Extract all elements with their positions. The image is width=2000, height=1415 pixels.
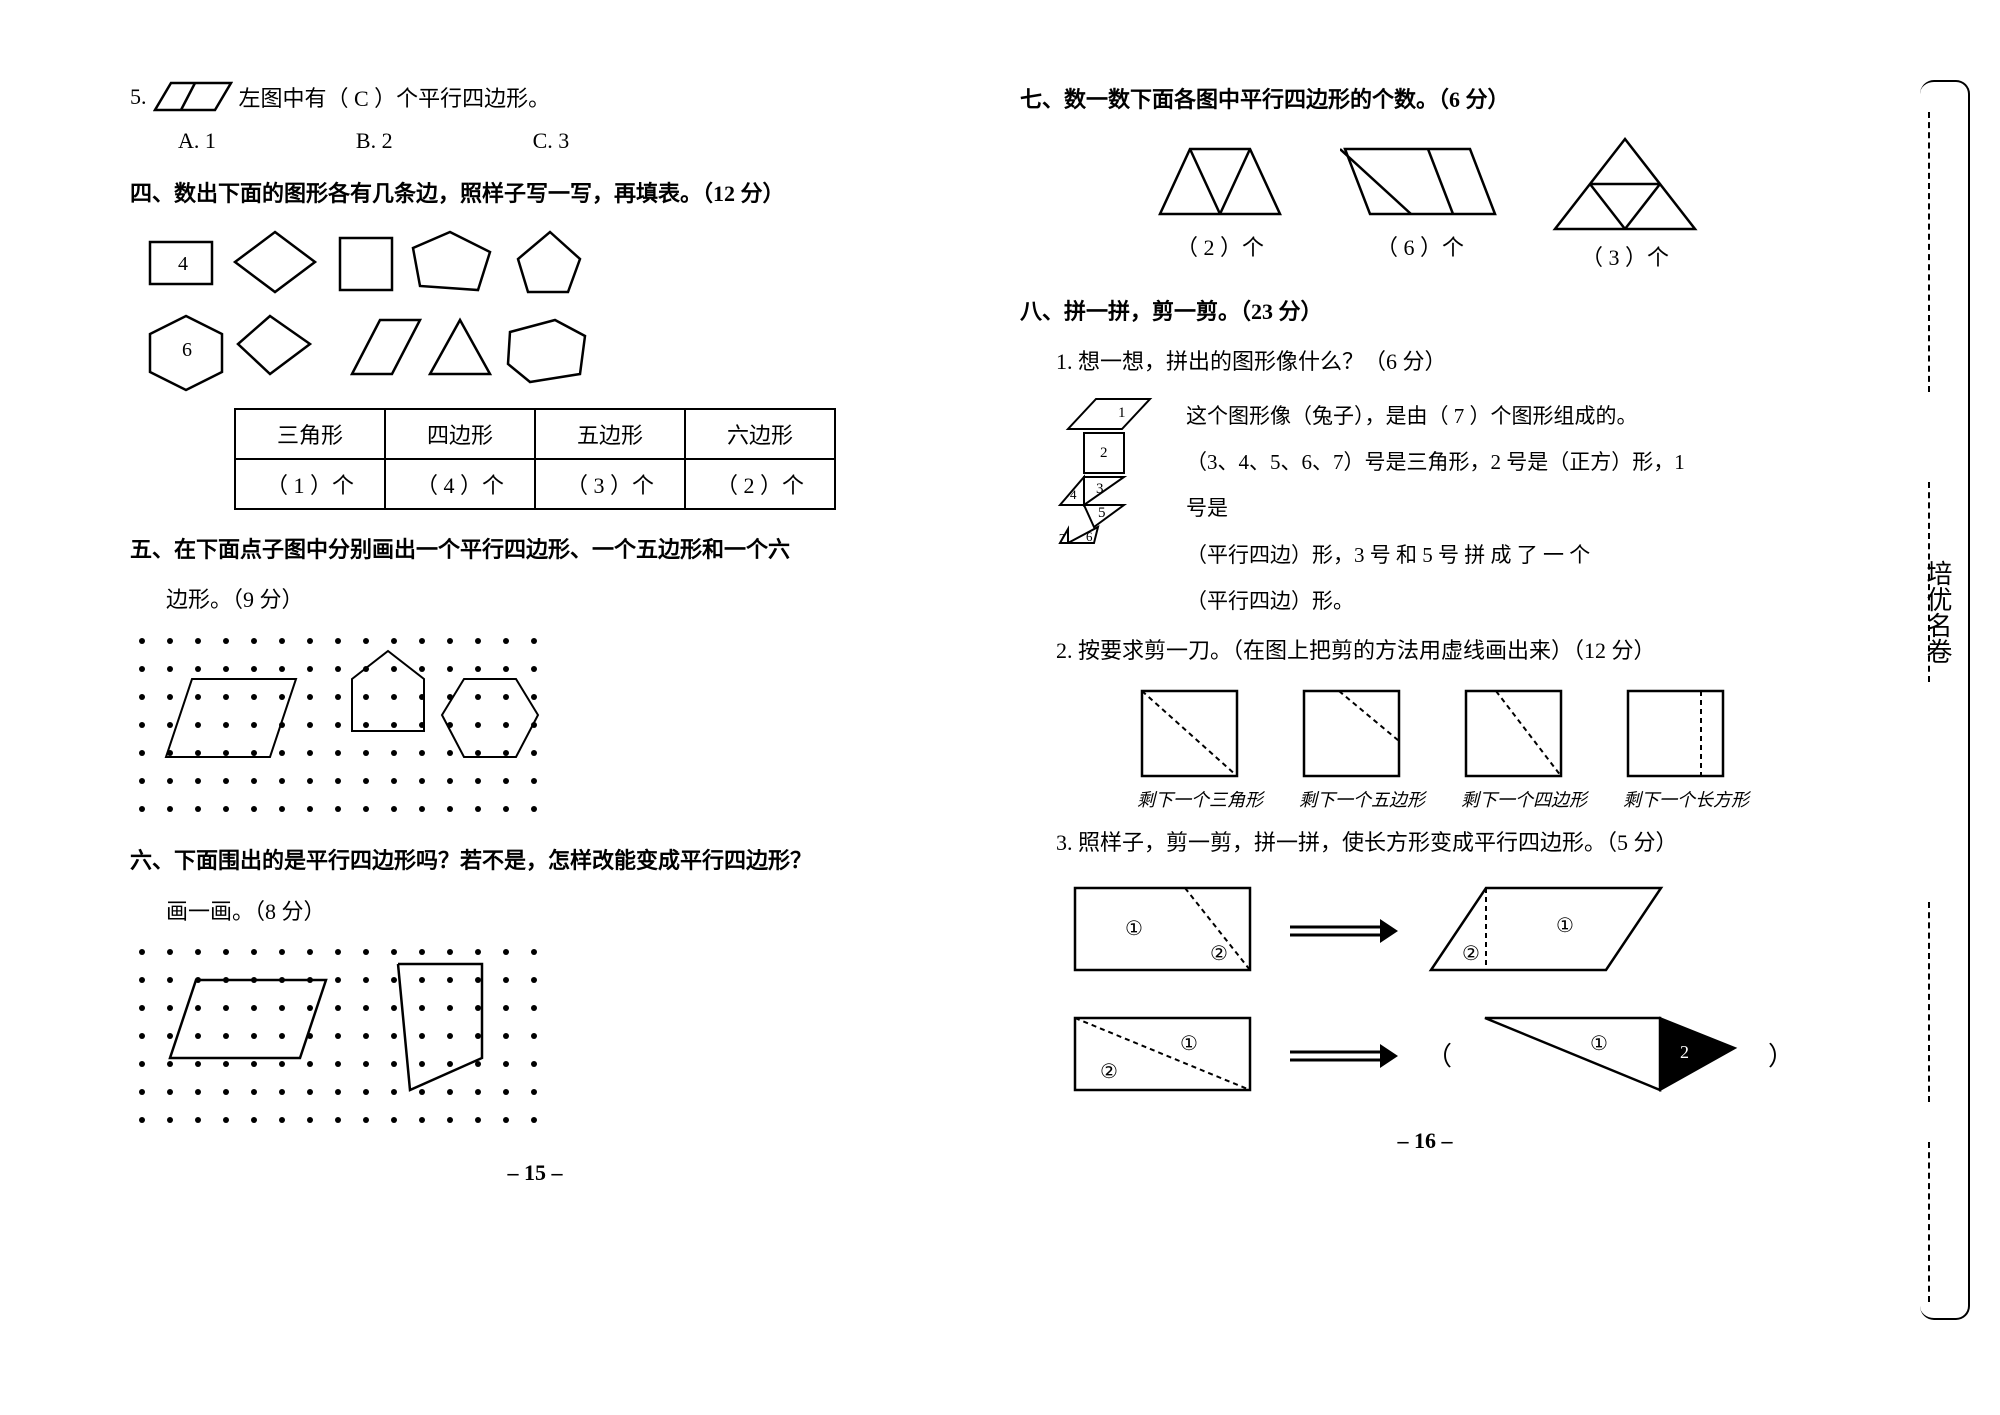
s7-ans3: （ 3 ）个 xyxy=(1550,240,1700,272)
svg-text:2: 2 xyxy=(1680,1042,1689,1062)
q1-line2: （3、4、5、6、7）号是三角形，2 号是（正方）形，1 号是 xyxy=(1186,439,1706,531)
svg-text:2: 2 xyxy=(1100,445,1108,461)
svg-text:①: ① xyxy=(1590,1033,1608,1055)
q5-text: 左图中有（ C ）个平行四边形。 xyxy=(239,81,551,113)
pagenum-left: – 15 – xyxy=(130,1160,940,1186)
svg-text:②: ② xyxy=(1462,943,1480,965)
th-pent: 五边形 xyxy=(535,409,685,459)
opt-b: B. 2 xyxy=(356,128,393,154)
svg-text:①: ① xyxy=(1125,918,1143,940)
q5-parallelogram xyxy=(153,80,233,114)
cut-fig-2 xyxy=(1299,686,1409,786)
svg-text:3: 3 xyxy=(1096,481,1104,497)
s8-q3-title: 3. 照样子，剪一剪，拼一拼，使长方形变成平行四边形。（5 分） xyxy=(1056,822,1830,864)
s8-q1-body: 1 2 3 4 5 6 7 这个图形像（兔子），是由（ 7 ）个图形组成的。 xyxy=(1056,393,1830,624)
s4-table: 三角形 四边形 五边形 六边形 （ 1 ）个 （ 4 ）个 （ 3 ）个 （ 2… xyxy=(234,408,836,510)
th-quad: 四边形 xyxy=(385,409,535,459)
th-hex: 六边形 xyxy=(685,409,835,459)
section-6-title2: 画一画。（8 分） xyxy=(166,891,940,933)
s8-q2-title: 2. 按要求剪一刀。（在图上把剪的方法用虚线画出来）（12 分） xyxy=(1056,630,1830,672)
td-1: （ 4 ）个 xyxy=(385,459,535,509)
s4-shapes: 4 6 xyxy=(130,224,940,394)
pagenum-right: – 16 – xyxy=(1020,1128,1830,1154)
arrow-icon xyxy=(1288,915,1398,945)
section-8-title: 八、拼一拼，剪一剪。（23 分） xyxy=(1020,292,1830,332)
td-0: （ 1 ）个 xyxy=(235,459,385,509)
q3-para1: ① ② xyxy=(1426,880,1666,980)
svg-text:①: ① xyxy=(1556,915,1574,937)
s4-label-4: 4 xyxy=(178,253,188,275)
q3-para2: ① 2 xyxy=(1480,1010,1740,1100)
paren-close: ） xyxy=(1768,1036,1794,1073)
spine-logo: 培优名卷 xyxy=(1919,560,1956,664)
s8-q2-row: 剩下一个三角形 剩下一个五边形 剩下一个四边形 剩下一个长方形 xyxy=(1056,686,1830,812)
s7-fig3 xyxy=(1550,134,1700,234)
q5-num: 5. xyxy=(130,84,147,110)
s7-row: （ 2 ）个 （ 6 ）个 xyxy=(1020,134,1830,272)
q1-line1: 这个图形像（兔子），是由（ 7 ）个图形组成的。 xyxy=(1186,393,1706,439)
opt-a: A. 1 xyxy=(178,128,216,154)
svg-text:①: ① xyxy=(1180,1033,1198,1055)
binding-edge xyxy=(1920,80,1970,1320)
q5: 5. 左图中有（ C ）个平行四边形。 xyxy=(130,80,940,114)
opt-c: C. 3 xyxy=(533,128,570,154)
cut-fig-3 xyxy=(1461,686,1571,786)
s7-ans2: （ 6 ）个 xyxy=(1340,230,1500,262)
cut-lab-1: 剩下一个三角形 xyxy=(1137,786,1263,812)
paren-open: （ xyxy=(1426,1036,1452,1073)
td-3: （ 2 ）个 xyxy=(685,459,835,509)
svg-text:1: 1 xyxy=(1118,405,1126,421)
td-2: （ 3 ）个 xyxy=(535,459,685,509)
s8-q3-row2: ① ② （ ① 2 ） xyxy=(1070,1010,1830,1100)
section-5-title: 五、在下面点子图中分别画出一个平行四边形、一个五边形和一个六 xyxy=(130,530,940,570)
section-4-title: 四、数出下面的图形各有几条边，照样子写一写，再填表。（12 分） xyxy=(130,174,940,214)
cut-lab-3: 剩下一个四边形 xyxy=(1461,786,1587,812)
q3-rect2: ① ② xyxy=(1070,1010,1260,1100)
q5-options: A. 1 B. 2 C. 3 xyxy=(178,128,940,154)
bunny-figure: 1 2 3 4 5 6 7 xyxy=(1056,393,1166,563)
cut-lab-2: 剩下一个五边形 xyxy=(1299,786,1425,812)
section-7-title: 七、数一数下面各图中平行四边形的个数。（6 分） xyxy=(1020,80,1830,120)
cut-fig-4 xyxy=(1623,686,1733,786)
svg-text:②: ② xyxy=(1100,1061,1118,1083)
th-tri: 三角形 xyxy=(235,409,385,459)
q1-line4: （平行四边）形。 xyxy=(1186,578,1706,624)
s4-label-6: 6 xyxy=(182,339,192,361)
svg-text:6: 6 xyxy=(1086,529,1093,544)
section-6-title: 六、下面围出的是平行四边形吗？若不是，怎样改能变成平行四边形？ xyxy=(130,841,940,881)
svg-text:7: 7 xyxy=(1059,532,1065,544)
cut-fig-1 xyxy=(1137,686,1247,786)
svg-text:5: 5 xyxy=(1098,505,1106,521)
s8-q3-row1: ① ② ① ② xyxy=(1070,880,1830,980)
s7-ans1: （ 2 ）个 xyxy=(1150,230,1290,262)
q1-line3: （平行四边）形，3 号 和 5 号 拼 成 了 一 个 xyxy=(1186,532,1706,578)
s7-fig1 xyxy=(1150,134,1290,224)
q3-rect1: ① ② xyxy=(1070,880,1260,980)
cut-lab-4: 剩下一个长方形 xyxy=(1623,786,1749,812)
svg-text:②: ② xyxy=(1210,943,1228,965)
svg-text:4: 4 xyxy=(1070,487,1077,502)
arrow-icon xyxy=(1288,1040,1398,1070)
s5-dotgrid xyxy=(130,631,940,821)
s7-fig2 xyxy=(1340,134,1500,224)
s6-dotgrid xyxy=(130,942,940,1132)
s8-q1-title: 1. 想一想，拼出的图形像什么？（6 分） xyxy=(1056,341,1830,383)
section-5-title2: 边形。（9 分） xyxy=(166,579,940,621)
